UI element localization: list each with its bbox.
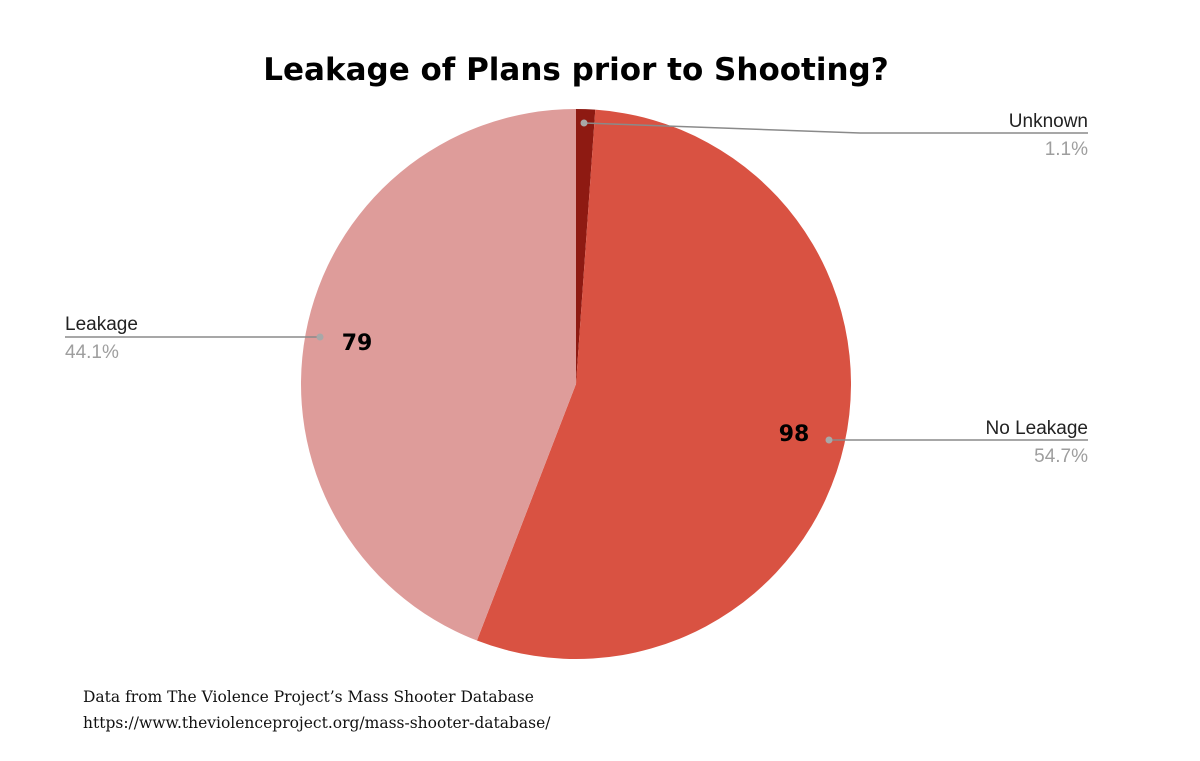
- chart-title: Leakage of Plans prior to Shooting?: [263, 52, 888, 88]
- slice-percent-unknown: 1.1%: [1045, 139, 1088, 160]
- pie-slice-leakage: [300, 109, 576, 641]
- data-label-leakage: 79: [342, 331, 373, 356]
- slice-percent-leakage: 44.1%: [65, 342, 119, 363]
- leader-line-unknown: [583, 122, 1088, 134]
- leader-dot-no-leakage: [825, 436, 833, 444]
- leader-dot-unknown: [580, 119, 588, 127]
- slice-label-no-leakage: No Leakage: [986, 418, 1088, 439]
- source-credit: Data from The Violence Project’s Mass Sh…: [83, 688, 534, 706]
- pie-slice-unknown: [576, 109, 596, 384]
- pie-slices: [300, 109, 851, 660]
- leader-dot-leakage: [316, 333, 324, 341]
- pie-slice-no-leakage: [476, 109, 851, 660]
- data-label-no-leakage: 98: [779, 422, 810, 447]
- slice-percent-no-leakage: 54.7%: [1034, 446, 1088, 467]
- slice-label-leakage: Leakage: [65, 314, 138, 335]
- slice-label-unknown: Unknown: [1009, 111, 1088, 132]
- source-url: https://www.theviolenceproject.org/mass-…: [83, 714, 551, 732]
